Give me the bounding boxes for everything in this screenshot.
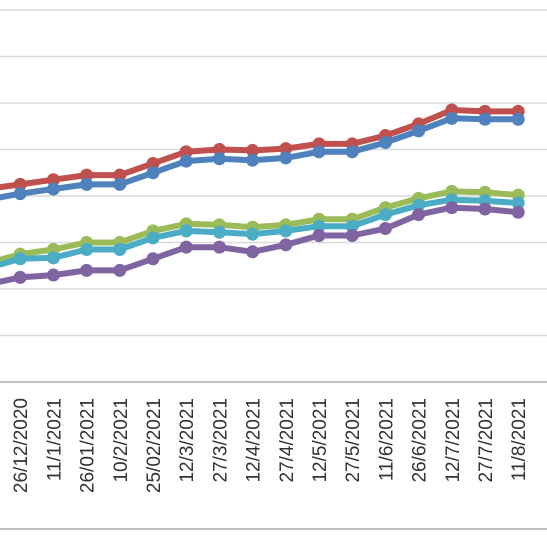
data-point: [46, 251, 60, 265]
series-3: [0, 193, 525, 268]
data-point: [412, 208, 426, 222]
data-point: [146, 156, 160, 170]
data-point: [279, 151, 293, 165]
data-point: [13, 177, 27, 191]
series-1: [0, 111, 525, 201]
data-point: [13, 252, 27, 266]
data-point: [511, 196, 525, 210]
data-point: [246, 153, 260, 167]
x-tick-label: 26/12/2020: [11, 398, 32, 493]
data-point: [279, 238, 293, 252]
data-point: [212, 143, 226, 156]
data-point: [113, 168, 127, 182]
data-point: [113, 263, 127, 277]
data-point: [80, 168, 94, 182]
series-line: [0, 115, 519, 201]
data-point: [113, 242, 127, 256]
data-point: [212, 225, 226, 239]
x-tick-labels: 26/12/2020 11/1/2021 26/01/2021 10/2/2021 25…: [11, 398, 530, 493]
data-point: [179, 154, 193, 168]
data-point: [378, 136, 392, 150]
x-tick-label: 11/8/2021: [509, 398, 530, 481]
data-point: [312, 145, 326, 159]
series-0: [0, 103, 525, 191]
x-tick-label: 10/2/2021: [111, 398, 132, 483]
data-point: [511, 112, 525, 126]
data-point: [312, 229, 326, 243]
data-point: [511, 205, 525, 219]
data-point: [113, 177, 127, 191]
data-point: [412, 198, 426, 212]
data-point: [146, 252, 160, 266]
data-point: [179, 224, 193, 238]
x-tick-label: 11/1/2021: [44, 398, 65, 481]
data-point: [345, 219, 359, 233]
data-point: [179, 145, 193, 159]
series-4: [0, 201, 525, 285]
data-point: [378, 222, 392, 236]
series-layer: [0, 103, 525, 285]
data-point: [146, 166, 160, 180]
data-point: [345, 229, 359, 243]
data-point: [279, 142, 293, 156]
x-tick-label: 12/7/2021: [443, 398, 464, 483]
data-point: [246, 143, 260, 157]
data-point: [378, 208, 392, 222]
data-point: [445, 201, 459, 215]
data-point: [279, 224, 293, 238]
data-point: [478, 112, 492, 126]
data-point: [146, 231, 160, 245]
data-point: [13, 270, 27, 284]
data-point: [246, 245, 260, 259]
x-tick-label: 25/02/2021: [144, 398, 165, 493]
x-tick-label: 26/6/2021: [410, 398, 431, 483]
data-point: [445, 111, 459, 125]
data-point: [179, 240, 193, 254]
data-point: [345, 145, 359, 159]
x-tick-label: 27/4/2021: [277, 398, 298, 483]
x-tick-label: 12/3/2021: [177, 398, 198, 483]
x-tick-label: 27/3/2021: [210, 398, 231, 483]
data-point: [246, 227, 260, 241]
data-point: [80, 263, 94, 277]
data-point: [80, 177, 94, 191]
data-point: [212, 152, 226, 166]
x-tick-label: 11/6/2021: [376, 398, 397, 481]
x-tick-label: 12/4/2021: [244, 398, 265, 483]
data-point: [80, 242, 94, 256]
x-tick-label: 27/5/2021: [343, 398, 364, 483]
data-point: [46, 173, 60, 187]
data-point: [13, 187, 27, 201]
data-point: [312, 219, 326, 233]
data-point: [46, 268, 60, 282]
data-point: [412, 124, 426, 138]
data-point: [46, 182, 60, 196]
x-tick-label: 12/5/2021: [310, 398, 331, 483]
data-point: [478, 202, 492, 216]
x-tick-label: 27/7/2021: [476, 398, 497, 483]
data-point: [212, 240, 226, 254]
x-tick-label: 26/01/2021: [78, 398, 99, 493]
